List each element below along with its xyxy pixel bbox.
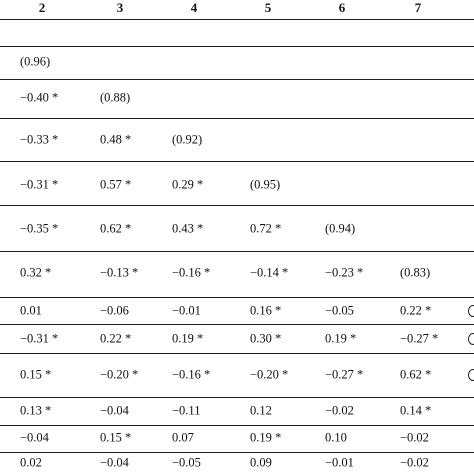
table-cell: 0.57 * [100,177,132,192]
table-cell: −0.04 [100,455,129,470]
table-cell: −0.40 * [20,90,59,105]
table-cell: 0.14 * [400,403,432,418]
table-cell: −0.04 [100,403,129,418]
row-divider [0,425,474,426]
table-cell: −0.27 * [400,331,439,346]
table-cell: −0.20 * [250,367,289,382]
table-cell: 0.19 * [325,331,357,346]
row-divider [0,353,474,354]
row-divider [0,118,474,119]
table-cell: −0.35 * [20,221,59,236]
row-divider [0,251,474,252]
table-cell: (0.95) [250,177,281,192]
table-cell: 0.72 * [250,221,282,236]
table-cell: −0.13 * [100,265,139,280]
table-cell: −0.20 * [100,367,139,382]
row-divider [0,452,474,453]
table-cell: −0.16 * [172,367,211,382]
table-cell: −0.31 * [20,331,59,346]
table-cell: −0.05 [172,455,201,470]
column-header-7: 7 [414,0,422,15]
table-cell: (0.88) [100,90,131,105]
table-cell: 0.62 * [100,221,132,236]
table-cell: (0.94) [325,221,356,236]
table-cell: 0.13 * [20,403,52,418]
table-cell: −0.33 * [20,132,59,147]
table-cell: 0.02 [20,455,42,470]
row-divider [0,324,474,325]
table-cell: −0.11 [172,403,201,418]
table-cell: −0.31 * [20,177,59,192]
column-header-2: 2 [38,0,46,15]
column-header-5: 5 [264,0,272,15]
table-cell: 0.29 * [172,177,204,192]
table-cell: 0.22 * [100,331,132,346]
table-cell: 0.32 * [20,265,52,280]
table-cell: 0.10 [325,430,347,445]
table-cell: (0.96) [20,54,51,69]
table-cell: 0.12 [250,403,272,418]
row-divider [0,46,474,47]
row-divider [0,161,474,162]
table-cell: −0.04 [20,430,49,445]
table-cell: −0.02 [400,455,429,470]
row-divider [0,79,474,80]
clipped-edge-glyph [468,369,474,381]
row-divider [0,19,474,20]
table-cell: 0.01 [20,303,42,318]
table-cell: 0.19 * [250,430,282,445]
row-divider [0,297,474,298]
table-cell: −0.05 [325,303,354,318]
row-divider [0,205,474,206]
table-cell: 0.09 [250,455,272,470]
table-cell: −0.27 * [325,367,364,382]
table-cell: −0.16 * [172,265,211,280]
table-cell: 0.15 * [100,430,132,445]
table-cell: (0.83) [400,265,431,280]
table-cell: 0.48 * [100,132,132,147]
table-cell: 0.30 * [250,331,282,346]
clipped-edge-glyph [468,333,474,345]
table-cell: 0.62 * [400,367,432,382]
column-header-3: 3 [116,0,124,15]
table-cell: −0.02 [400,430,429,445]
table-cell: −0.02 [325,403,354,418]
table-cell: 0.16 * [250,303,282,318]
table-cell: −0.01 [172,303,201,318]
table-cell: 0.22 * [400,303,432,318]
clipped-edge-glyph [468,305,474,317]
table-cell: 0.19 * [172,331,204,346]
table-cell: 0.43 * [172,221,204,236]
table-cell: −0.01 [325,455,354,470]
table-cell: −0.14 * [250,265,289,280]
column-header-6: 6 [338,0,346,15]
row-divider [0,397,474,398]
column-header-4: 4 [190,0,198,15]
table-cell: −0.23 * [325,265,364,280]
table-cell: (0.92) [172,132,203,147]
table-cell: 0.07 [172,430,194,445]
table-cell: −0.06 [100,303,129,318]
table-cell: 0.15 * [20,367,52,382]
